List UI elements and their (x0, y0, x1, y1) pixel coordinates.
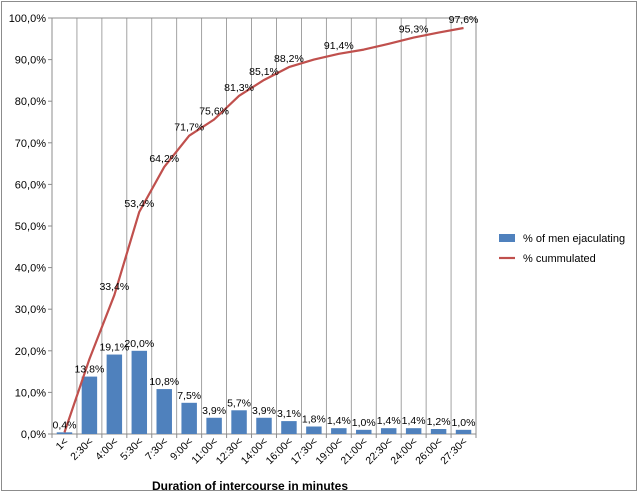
bar (181, 402, 197, 434)
bar (256, 417, 272, 434)
y-tick-label: 0,0% (21, 429, 46, 441)
bar-data-label: 7,5% (177, 390, 201, 402)
bar (131, 350, 148, 434)
bar (356, 429, 372, 434)
bar-data-label: 1,8% (302, 414, 326, 426)
bar (380, 428, 397, 434)
bar (430, 429, 447, 434)
bar (106, 354, 123, 434)
bar (306, 426, 322, 434)
bar-data-label: 1,0% (352, 417, 376, 429)
y-tick-label: 20,0% (15, 346, 46, 358)
x-tick-label: 2:30< (68, 436, 95, 463)
bar (331, 428, 347, 434)
bar-data-label: 3,1% (277, 408, 301, 420)
x-tick-label: 1< (54, 436, 71, 453)
x-tick-label: 21:00< (338, 436, 369, 467)
line-data-label: 85,1% (249, 66, 279, 78)
bar (156, 389, 172, 434)
x-tick-label: 14:00< (239, 436, 270, 467)
bar (231, 410, 247, 434)
bar-data-label: 1,4% (402, 415, 426, 427)
y-tick-label: 60,0% (15, 179, 46, 191)
bar-data-label: 0,4% (53, 419, 77, 431)
bar-data-label: 13,8% (75, 364, 105, 376)
plot-area (51, 17, 477, 435)
bar-data-label: 1,0% (452, 417, 476, 429)
line-data-label: 81,3% (224, 82, 254, 94)
x-axis-title: Duration of intercourse in minutes (152, 479, 348, 492)
x-tick-label: 17:30< (289, 436, 320, 467)
legend-label-bars: % of men ejaculating (523, 233, 625, 245)
line-data-label: 71,7% (174, 122, 204, 134)
x-tick-label: 16:00< (264, 436, 295, 467)
line-data-label: 88,2% (274, 53, 304, 65)
bar-data-label: 19,1% (99, 342, 129, 354)
bar (455, 429, 472, 434)
bar (281, 421, 297, 434)
line-data-label: 33,4% (99, 281, 129, 293)
x-tick-label: 12:30< (214, 436, 245, 467)
line-data-label: 95,3% (399, 24, 429, 36)
x-tick-label: 27:30< (438, 436, 469, 467)
bar (56, 432, 73, 434)
y-tick-label: 80,0% (15, 96, 46, 108)
y-tick-label: 50,0% (15, 221, 46, 233)
bar (81, 376, 98, 434)
bar-data-label: 20,0% (124, 338, 154, 350)
bar-data-label: 3,9% (202, 405, 226, 417)
bar (405, 428, 422, 434)
x-tick-label: 5:30< (118, 436, 145, 463)
bar-data-label: 5,7% (227, 397, 251, 409)
y-tick-label: 100,0% (9, 13, 47, 25)
legend-label-line: % cummulated (523, 253, 596, 265)
y-tick-label: 30,0% (15, 304, 46, 316)
chart: 0,0% 10,0% 20,0% 30,0% 40,0% 50,0% 60,0% 70,0% 8… (9, 13, 625, 493)
bar (206, 417, 222, 434)
legend-swatch-bars (499, 234, 515, 242)
x-tick-label: 11:00< (189, 436, 220, 467)
legend: % of men ejaculating % cummulated (499, 233, 625, 265)
line-data-label: 91,4% (324, 40, 354, 52)
bar-data-label: 1,4% (377, 415, 401, 427)
y-tick-label: 10,0% (15, 387, 46, 399)
y-tick-label: 90,0% (15, 55, 46, 67)
line-data-label: 97,6% (449, 14, 479, 26)
bar-data-label: 10,8% (149, 376, 179, 388)
cumulative-line (63, 26, 464, 433)
bar-data-label: 3,9% (252, 405, 276, 417)
x-tick-label: 4:00< (93, 436, 120, 463)
line-data-label: 75,6% (199, 106, 229, 118)
line-data-label: 64,2% (149, 153, 179, 165)
bar-data-label: 1,4% (327, 415, 351, 427)
x-tick-label: 26:00< (413, 436, 444, 467)
x-tick-label: 19:00< (314, 436, 345, 467)
line-data-label: 53,4% (124, 198, 154, 210)
y-tick-label: 70,0% (15, 138, 46, 150)
y-tick-label: 40,0% (15, 263, 46, 275)
bar-data-label: 1,2% (427, 416, 451, 428)
x-tick-label: 7:30< (143, 436, 170, 463)
x-tick-label: 24:00< (388, 436, 419, 467)
x-tick-label: 22:30< (363, 436, 394, 467)
